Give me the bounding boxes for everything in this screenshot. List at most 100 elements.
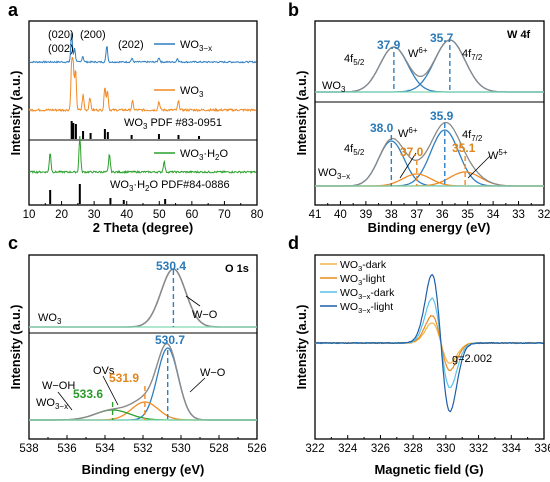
panel-b-plot: [315, 39, 544, 187]
x-tick-label: 530: [171, 443, 190, 455]
panel-d-legend-2: WO3-light: [340, 273, 385, 287]
panel-a-legend-wo3: WO3: [180, 85, 204, 99]
panel-b-ylabel: Intensity (a.u.): [295, 71, 309, 156]
x-tick-label: 334: [502, 443, 522, 455]
panel-c-pointer-ovs: [102, 375, 119, 406]
panel-d-legend-1: WO3-dark: [340, 259, 387, 273]
x-tick-label: 34: [487, 209, 500, 221]
panel-a-hkl-020: (020): [48, 29, 74, 41]
x-tick-label: 322: [305, 443, 324, 455]
panel-a-xlabel: 2 Theta (degree): [93, 220, 193, 235]
panel-b-label-4f72-bot: 4f7/2: [462, 129, 483, 143]
x-tick-label: 534: [95, 443, 115, 455]
panel-b-value-370: 37.0: [400, 145, 424, 159]
panel-d-legend-3: WO3−x-dark: [340, 287, 395, 301]
panel-b-label-4f72-top: 4f7/2: [462, 48, 483, 62]
panel-c-top-envelope: [29, 268, 257, 328]
panel-b-pointer-w5a: [399, 152, 417, 179]
panel-a-series-1: [28, 57, 257, 113]
x-tick-label: 40: [120, 209, 133, 221]
panel-b-pointer-w5b: [467, 155, 491, 179]
panel-a-plot: [28, 32, 257, 204]
x-tick-label: 526: [247, 443, 266, 455]
panel-b-ticks: 41 40 39 38 37 36 35 34 33 32: [309, 201, 550, 221]
x-tick-label: 326: [371, 443, 390, 455]
x-tick-label: 538: [19, 443, 38, 455]
panel-c-frame: [28, 254, 258, 440]
panel-b-label-w6-top: W6+: [408, 46, 428, 60]
panel-d-legend-4: WO3−x-light: [340, 301, 393, 315]
panel-letter-c: c: [8, 233, 18, 253]
panel-letter-b: b: [288, 0, 299, 20]
x-tick-label: 328: [404, 443, 423, 455]
x-tick-label: 336: [534, 443, 550, 455]
panel-a-legend-wo3x: WO3−x: [180, 39, 212, 53]
x-tick-label: 532: [133, 443, 152, 455]
panel-b-value-380: 38.0: [370, 121, 394, 135]
x-tick-label: 33: [512, 209, 525, 221]
panel-c-wo-top: W−O: [192, 309, 218, 321]
x-tick-label: 332: [469, 443, 488, 455]
x-tick-label: 39: [359, 209, 372, 221]
panel-a-ylabel: Intensity (a.u.): [9, 71, 23, 156]
panel-b-label-w6-bot: W6+: [398, 126, 418, 140]
x-tick-label: 32: [538, 209, 550, 221]
panel-b-label-4f52-bot: 4f5/2: [344, 143, 365, 157]
x-tick-label: 10: [23, 209, 36, 221]
panel-c-value-5319: 531.9: [109, 371, 139, 385]
panel-a-hkl-002: (002): [48, 43, 74, 55]
panel-c-xlabel: Binding energy (eV): [82, 462, 205, 477]
panel-b-top-envelope: [315, 39, 544, 93]
panel-c-top-sample: WO3: [38, 312, 62, 326]
panel-d-xlabel: Magnetic field (G): [374, 462, 483, 477]
x-tick-label: 36: [436, 209, 449, 221]
panel-c-pointer-woh: [57, 391, 73, 411]
panel-a-hkl-200: (200): [80, 29, 106, 41]
panel-b-value-379: 37.9: [377, 38, 401, 52]
panel-b-top-peak-72: [315, 39, 544, 93]
panel-c-pointer-wo-top: [185, 295, 201, 307]
panel-c-woh: W−OH: [42, 380, 75, 392]
x-tick-label: 330: [436, 443, 455, 455]
panel-b-label-4f52-top: 4f5/2: [344, 53, 365, 67]
panel-d-ylabel: Intensity (a.u.): [295, 305, 309, 390]
panel-b-top-sample: WO3: [322, 80, 346, 94]
panel-b-label-w5: W5+: [488, 148, 508, 162]
panel-b-value-351: 35.1: [452, 141, 476, 155]
panel-c-pointer-wo-bot: [189, 377, 206, 393]
panel-b-bot-sample: WO3−x: [318, 167, 350, 181]
panel-d-ticks: 322 324 326 328 330 332 334 336: [305, 435, 550, 455]
x-tick-label: 536: [57, 443, 76, 455]
x-tick-label: 30: [88, 209, 101, 221]
x-tick-label: 35: [461, 209, 474, 221]
x-tick-label: 38: [385, 209, 398, 221]
x-tick-label: 20: [55, 209, 68, 221]
panel-letter-a: a: [8, 0, 19, 20]
panel-a-series-2: [28, 135, 257, 175]
panel-a-series-0: [28, 32, 257, 64]
panel-d-plot: [314, 273, 544, 413]
panel-c-ovs: OVs: [93, 365, 115, 377]
x-tick-label: 80: [251, 209, 264, 221]
x-tick-label: 41: [309, 209, 322, 221]
panel-a-ticks: 10 20 30 40 50 60 70 80: [23, 201, 264, 221]
panel-b-title: W 4f: [507, 29, 531, 41]
x-tick-label: 60: [185, 209, 198, 221]
panel-a-ref2-label: WO3·H2O PDF#84-0886: [110, 179, 230, 193]
panel-a-legend-wo3h2o: WO3·H2O: [180, 148, 228, 162]
x-tick-label: 50: [153, 209, 166, 221]
panel-letter-d: d: [288, 233, 299, 253]
x-tick-label: 40: [334, 209, 347, 221]
x-tick-label: 37: [410, 209, 423, 221]
x-tick-label: 70: [218, 209, 231, 221]
panel-c-value-5304: 530.4: [156, 259, 186, 273]
panel-c-wo-bot: W−O: [200, 367, 226, 379]
panel-d-series-3: [314, 273, 544, 413]
panel-c-title: O 1s: [225, 263, 249, 275]
panel-a-hkl-202: (202): [118, 39, 144, 51]
panel-c-value-5307: 530.7: [155, 333, 185, 347]
panel-c-plot: [29, 268, 257, 421]
panel-c-ylabel: Intensity (a.u.): [9, 305, 23, 390]
panel-b-value-359: 35.9: [430, 109, 454, 123]
